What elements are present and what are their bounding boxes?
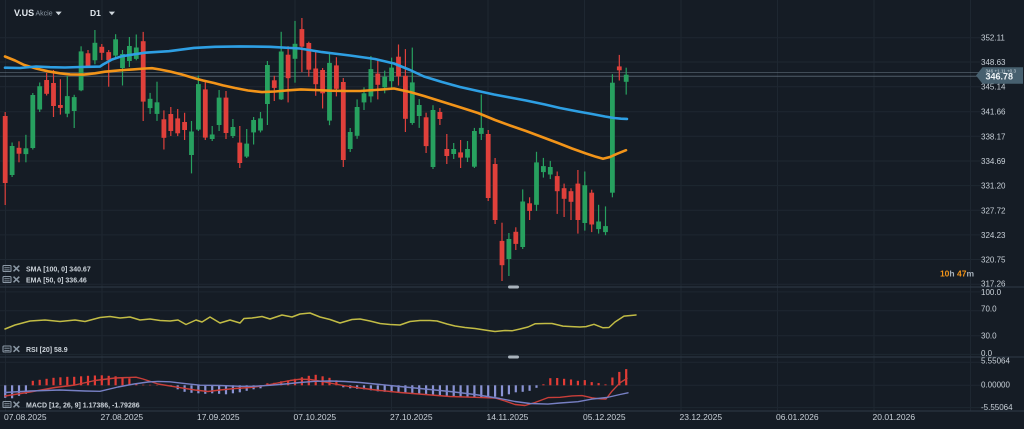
- svg-text:346 +1.11 +0.3: 346 +1.11 +0.3: [986, 68, 1017, 73]
- svg-text:30.0: 30.0: [981, 332, 997, 341]
- svg-text:341.66: 341.66: [981, 108, 1006, 117]
- svg-text:331.20: 331.20: [981, 182, 1006, 191]
- svg-text:-5.55064: -5.55064: [981, 403, 1013, 412]
- svg-text:70.0: 70.0: [981, 305, 997, 314]
- svg-text:05.12.2025: 05.12.2025: [583, 412, 626, 422]
- svg-text:D1: D1: [90, 8, 101, 18]
- svg-text:V.US: V.US: [14, 8, 34, 18]
- svg-text:327.72: 327.72: [981, 206, 1006, 215]
- svg-text:06.01.2026: 06.01.2026: [776, 412, 819, 422]
- svg-text:27.08.2025: 27.08.2025: [101, 412, 144, 422]
- svg-text:17.09.2025: 17.09.2025: [197, 412, 240, 422]
- svg-text:320.75: 320.75: [981, 255, 1006, 264]
- svg-text:RSI [20] 58.9: RSI [20] 58.9: [26, 347, 68, 354]
- svg-text:338.17: 338.17: [981, 132, 1006, 141]
- svg-text:317.26: 317.26: [981, 279, 1006, 288]
- svg-text:SMA [100, 0] 340.67: SMA [100, 0] 340.67: [26, 266, 91, 273]
- svg-text:100.0: 100.0: [981, 288, 1002, 297]
- svg-text:14.11.2025: 14.11.2025: [487, 412, 529, 422]
- svg-text:20.01.2026: 20.01.2026: [873, 412, 916, 422]
- svg-text:324.23: 324.23: [981, 231, 1006, 240]
- svg-text:346.78: 346.78: [986, 71, 1014, 81]
- svg-text:334.69: 334.69: [981, 157, 1006, 166]
- svg-text:27.10.2025: 27.10.2025: [390, 412, 433, 422]
- svg-text:0.00000: 0.00000: [981, 381, 1010, 390]
- svg-text:23.12.2025: 23.12.2025: [680, 412, 723, 422]
- svg-text:352.11: 352.11: [981, 34, 1005, 43]
- svg-text:Akcie: Akcie: [36, 11, 53, 18]
- svg-text:345.14: 345.14: [981, 83, 1006, 92]
- svg-text:EMA [50, 0] 336.46: EMA [50, 0] 336.46: [26, 277, 87, 284]
- svg-text:0.0: 0.0: [981, 349, 993, 358]
- svg-text:10h 47m: 10h 47m: [940, 269, 975, 279]
- svg-text:MACD [12, 26, 9] 1.17386, -1.7: MACD [12, 26, 9] 1.17386, -1.79286: [26, 402, 140, 409]
- svg-text:07.10.2025: 07.10.2025: [294, 412, 337, 422]
- svg-text:5.55064: 5.55064: [981, 357, 1010, 366]
- svg-text:07.08.2025: 07.08.2025: [4, 412, 47, 422]
- svg-text:348.63: 348.63: [981, 58, 1006, 67]
